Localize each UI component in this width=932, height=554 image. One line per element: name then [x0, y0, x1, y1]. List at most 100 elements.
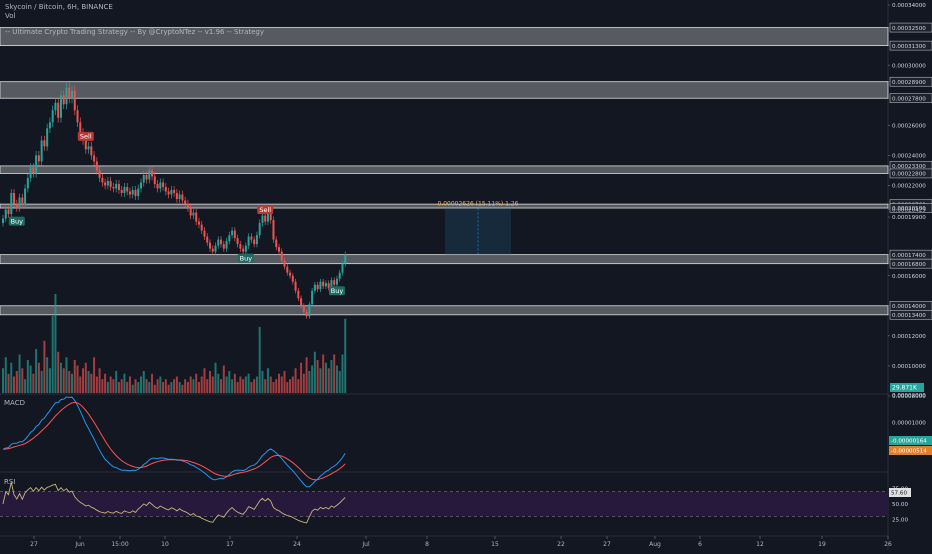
- time-tick-label: 27: [30, 541, 38, 548]
- candle-body: [280, 251, 283, 261]
- volume-bar: [59, 362, 62, 393]
- volume-bar: [266, 368, 269, 393]
- candle-body: [10, 192, 13, 215]
- volume-bar: [153, 384, 156, 393]
- volume-bar: [283, 371, 286, 393]
- volume-bar: [195, 373, 198, 393]
- time-tick-label: 10: [161, 541, 169, 548]
- candle-body: [59, 95, 62, 118]
- price-tick-label: 0.00014000: [892, 304, 926, 310]
- macd-readout-box: [889, 436, 932, 445]
- volume-bar: [181, 384, 184, 393]
- volume-bar: [197, 382, 200, 393]
- volume-bar: [35, 349, 38, 393]
- candle-body: [21, 197, 24, 206]
- candle-body: [250, 236, 253, 240]
- volume-bar: [24, 379, 27, 393]
- candle-body: [291, 275, 294, 282]
- price-tick-label: 0.00020429: [892, 207, 926, 213]
- candle-body: [84, 140, 87, 150]
- volume-bar: [82, 368, 85, 393]
- rsi-panel-label: RSI: [4, 478, 16, 486]
- volume-bar: [43, 340, 46, 393]
- volume-bar: [159, 376, 162, 393]
- volume-bar: [126, 382, 129, 393]
- volume-bar: [289, 379, 292, 393]
- candle-body: [233, 230, 236, 239]
- candle-body: [29, 167, 32, 178]
- candle-body: [242, 248, 245, 252]
- volume-bar: [48, 368, 51, 393]
- volume-bar: [297, 379, 300, 393]
- volume-bar: [62, 368, 65, 393]
- candle-body: [333, 280, 336, 285]
- volume-bar: [275, 379, 278, 393]
- candle-body: [200, 224, 203, 231]
- volume-bar: [13, 376, 16, 393]
- candle-body: [95, 161, 98, 171]
- volume-bar: [76, 365, 79, 393]
- candle-body: [214, 245, 217, 252]
- volume-bar: [57, 351, 60, 393]
- volume-bar: [18, 354, 21, 393]
- volume-bar: [338, 371, 341, 393]
- candle-body: [4, 209, 7, 219]
- candle-body: [13, 192, 16, 204]
- strategy-label: -- Ultimate Crypto Trading Strategy -- B…: [5, 28, 265, 36]
- candle-body: [93, 155, 96, 162]
- buy-signal-label: Buy: [11, 217, 24, 225]
- candle-body: [48, 122, 51, 129]
- price-tick-label: 0.00020500: [892, 206, 926, 212]
- candle-body: [46, 128, 49, 147]
- resistance-zone: [0, 165, 889, 174]
- candle-body: [222, 244, 225, 249]
- resistance-zone: [0, 27, 889, 47]
- candle-body: [302, 305, 305, 312]
- sell-signal: [77, 131, 94, 141]
- rsi-tick-label: 50.00: [892, 502, 908, 508]
- candle-body: [313, 284, 316, 291]
- candle-body: [151, 170, 154, 177]
- candle-body: [220, 239, 223, 245]
- candle-body: [71, 90, 73, 99]
- candle-body: [57, 102, 60, 118]
- price-tick-label: 0.00016800: [892, 262, 926, 268]
- candle-body: [319, 281, 322, 290]
- volume-bar: [231, 379, 234, 393]
- volume-bar: [280, 376, 283, 393]
- macd-tick-label: 0.00002000: [892, 393, 926, 399]
- candle-body: [261, 215, 264, 224]
- volume-bar: [148, 382, 151, 393]
- candle-body: [283, 260, 286, 267]
- time-tick-label: 27: [603, 541, 611, 548]
- candle-body: [186, 203, 189, 209]
- volume-bar: [128, 376, 131, 393]
- price-tick-label: 0.00024000: [892, 154, 926, 160]
- volume-bar: [54, 294, 57, 393]
- time-tick-label: 26: [884, 541, 892, 548]
- volume-bar: [209, 371, 211, 393]
- time-tick-label: 15: [491, 541, 499, 548]
- volume-bar: [242, 379, 245, 393]
- volume-bar: [300, 362, 303, 393]
- candle-body: [170, 189, 173, 195]
- candle-body: [206, 236, 209, 243]
- candle-body: [181, 194, 184, 201]
- volume-bar: [291, 376, 294, 393]
- volume-readout-box: [890, 383, 924, 392]
- volume-bar: [2, 368, 4, 393]
- volume-bar: [341, 354, 344, 393]
- candle-body: [244, 245, 247, 252]
- price-tick-label: 0.00008000: [892, 394, 926, 400]
- candle-body: [344, 254, 347, 264]
- volume-bar: [120, 379, 123, 393]
- volume-bar: [214, 362, 217, 393]
- candle-body: [225, 241, 228, 249]
- candle-body: [324, 283, 327, 287]
- candle-body: [148, 170, 151, 180]
- candle-body: [120, 189, 123, 193]
- macd-readout-box: [889, 446, 932, 455]
- candle-body: [197, 221, 200, 225]
